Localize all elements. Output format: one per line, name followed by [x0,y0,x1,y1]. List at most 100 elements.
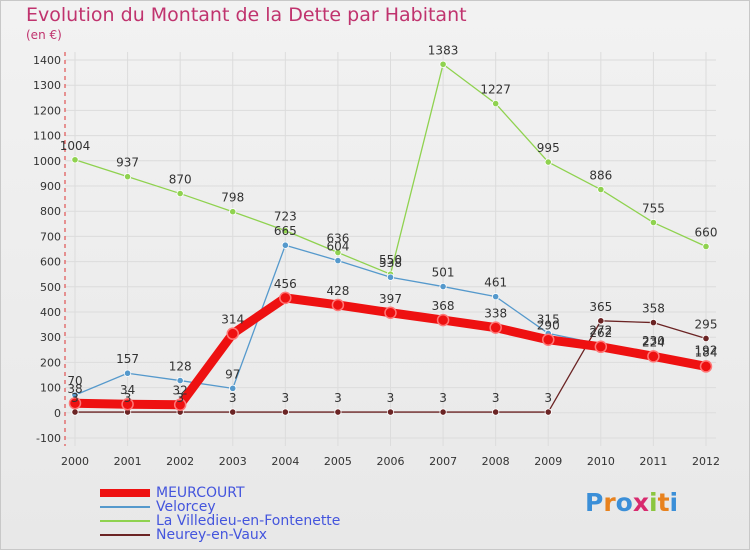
data-label: 660 [695,225,718,239]
legend-item-la-villedieu: La Villedieu-en-Fontenette [100,513,420,529]
data-label: 723 [274,210,297,224]
y-tick-label: 100 [40,382,61,395]
data-label: 3 [544,391,552,405]
data-point [334,408,342,416]
data-label: 3 [71,391,79,405]
data-point [281,241,289,249]
chart-title: Evolution du Montant de la Dette par Hab… [26,4,467,26]
data-label: 224 [642,335,665,349]
legend-item-neurey: Neurey-en-Vaux [100,527,420,543]
data-label: 604 [326,240,349,254]
data-point [702,242,710,251]
data-point [702,334,710,343]
data-label: 32 [173,384,188,398]
data-point [334,256,342,265]
data-label: 38 [67,382,82,396]
data-label: 314 [221,313,244,327]
x-tick-label: 2003 [219,455,247,468]
data-point [281,227,289,235]
logo-letter: o [615,488,633,517]
logo-letter: i [669,488,679,517]
data-point [279,291,292,305]
data-point [229,208,237,216]
y-tick-label: 1200 [33,104,61,117]
y-tick-label: 900 [40,180,61,193]
data-label: 1227 [480,83,511,97]
data-point [594,340,608,354]
data-point [649,318,658,327]
data-point [331,298,345,312]
y-tick-label: 1300 [33,79,61,92]
x-tick-label: 2002 [166,455,194,468]
data-point [439,282,447,291]
logo-letter: x [632,488,649,517]
data-label: 97 [225,367,240,381]
data-label: 3 [282,391,290,405]
grid [65,52,716,446]
y-tick-label: 1400 [33,54,61,67]
data-label: 338 [484,307,507,321]
data-label: 1004 [60,139,91,153]
data-label: 937 [116,156,139,170]
data-label: 870 [169,173,192,187]
data-point [647,350,660,363]
y-tick-label: 0 [54,407,61,420]
legend-label: MEURCOURT [156,485,245,501]
y-tick-label: 200 [40,356,61,369]
data-point [229,408,237,416]
data-point [439,408,447,416]
y-tick-label: 700 [40,230,61,243]
data-label: 428 [326,284,349,298]
data-point [71,408,79,416]
data-label: 501 [432,266,455,280]
data-point [334,248,342,257]
data-label: 3 [176,391,184,405]
data-label: 636 [326,232,349,246]
logo-letter: t [657,488,670,517]
data-point [436,313,450,327]
axes: -100 0 100 200 300 400 500 600 700 800 900 1000 1100… [33,52,720,468]
y-tick-label: 500 [40,281,61,294]
data-point [492,408,500,416]
data-label: 262 [589,326,612,340]
data-point [542,333,555,346]
x-tick-label: 2011 [639,455,667,468]
data-label: 550 [379,253,402,267]
legend-item-meurcourt: MEURCOURT [100,485,420,501]
y-tick-label: 400 [40,306,61,319]
logo-letter: r [603,488,616,517]
legend-item-velorcey: Velorcey [100,499,420,515]
legend-label: La Villedieu-en-Fontenette [156,513,341,529]
data-label: 3 [229,391,237,405]
data-point [123,369,132,377]
data-label: 230 [642,334,665,348]
data-point [176,189,184,198]
data-point [439,60,447,68]
data-label: 461 [484,276,507,290]
data-label: 315 [537,312,560,326]
data-label: 665 [274,224,297,238]
data-point [597,317,605,325]
x-tick-label: 2004 [271,455,299,468]
unit-label: (en €) [26,28,62,42]
data-label: 128 [169,360,192,374]
y-tick-label: 1100 [33,130,61,143]
logo-letter: P [585,488,604,517]
x-tick-label: 2012 [692,455,720,468]
data-label: 290 [537,319,560,333]
data-point [384,306,397,320]
x-tick-label: 2008 [482,455,510,468]
data-point [226,327,239,340]
x-tick-label: 2006 [377,455,405,468]
x-tick-label: 2007 [429,455,457,468]
data-point [281,408,289,416]
data-label: 368 [432,299,455,313]
x-tick-label: 2001 [114,455,142,468]
logo-letter: i [649,488,658,517]
data-point [173,398,187,411]
data-point [597,185,605,194]
data-point [489,321,502,334]
y-tick-label: 1000 [33,155,61,168]
data-label: 886 [589,169,612,183]
data-label: 538 [379,256,402,270]
